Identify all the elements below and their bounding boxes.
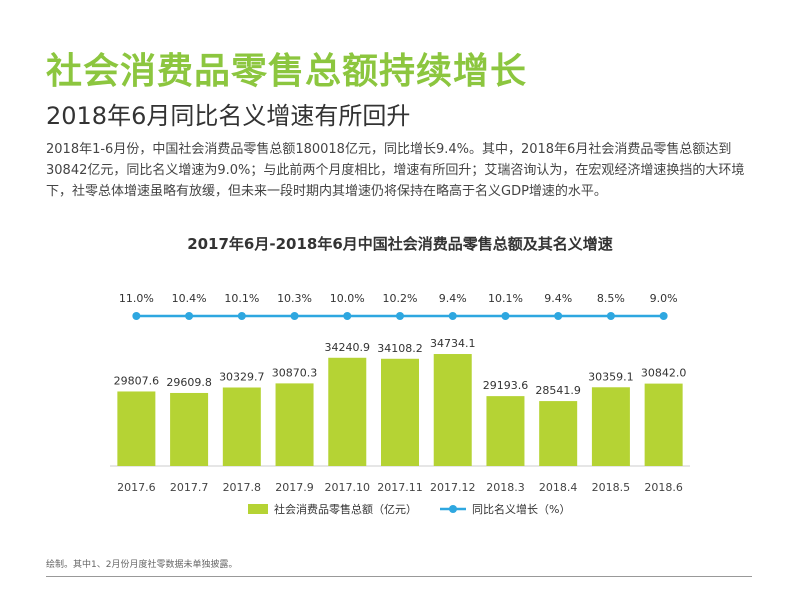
page-subtitle: 2018年6月同比名义增速有所回升 (46, 102, 411, 130)
growth-point (606, 312, 615, 320)
growth-point (554, 312, 563, 320)
growth-point (185, 312, 194, 320)
bar-value-label: 29193.6 (483, 379, 529, 392)
x-tick-label: 2017.12 (430, 481, 476, 494)
x-tick-label: 2017.11 (377, 481, 423, 494)
x-tick-label: 2017.9 (275, 481, 314, 494)
bar (644, 383, 683, 466)
x-tick-label: 2018.4 (539, 481, 578, 494)
bar (222, 387, 261, 466)
x-tick-label: 2018.6 (644, 481, 683, 494)
body-paragraph: 2018年1-6月份，中国社会消费品零售总额180018亿元，同比增长9.4%。… (46, 142, 745, 199)
growth-value-label: 10.0% (330, 292, 365, 305)
bar-value-label: 34240.9 (325, 341, 371, 354)
page-title: 社会消费品零售总额持续增长 (46, 51, 528, 92)
growth-point (132, 312, 141, 320)
bar (328, 357, 367, 466)
growth-point (501, 312, 510, 320)
legend-bar-swatch (248, 504, 268, 514)
bar (117, 391, 156, 466)
x-tick-label: 2017.7 (170, 481, 209, 494)
bar-value-label: 30870.3 (272, 366, 318, 379)
bar (381, 358, 419, 466)
bar (486, 396, 525, 466)
growth-value-label: 9.4% (439, 292, 467, 305)
bar (275, 383, 314, 466)
bar (170, 392, 209, 466)
growth-point (659, 312, 668, 320)
bar (591, 387, 630, 466)
growth-value-label: 9.4% (544, 292, 572, 305)
legend-bar-label: 社会消费品零售总额（亿元） (274, 502, 417, 516)
growth-value-label: 10.1% (224, 292, 259, 305)
footnote: 绘制。其中1、2月份月度社零数据未单独披露。 (46, 560, 238, 570)
growth-value-label: 9.0% (650, 292, 678, 305)
x-tick-label: 2017.6 (117, 481, 156, 494)
legend-line-label: 同比名义增长（%） (472, 502, 570, 516)
growth-point (396, 312, 404, 320)
growth-value-label: 10.4% (172, 292, 207, 305)
bar (433, 354, 472, 466)
growth-point (237, 312, 246, 320)
bar-value-label: 29807.6 (114, 374, 160, 387)
footer-divider (46, 576, 752, 577)
legend-line-marker (449, 505, 457, 513)
x-tick-label: 2018.3 (486, 481, 525, 494)
bar-value-label: 30842.0 (641, 367, 687, 380)
x-tick-label: 2017.10 (325, 481, 371, 494)
bar-value-label: 29609.8 (166, 376, 212, 389)
growth-value-label: 10.1% (488, 292, 523, 305)
bar (539, 401, 578, 466)
growth-value-label: 10.3% (277, 292, 312, 305)
growth-point (290, 312, 299, 320)
bar-value-label: 34108.2 (377, 342, 423, 355)
bar-value-label: 34734.1 (430, 337, 476, 350)
bar-value-label: 30329.7 (219, 370, 265, 383)
growth-point (343, 312, 352, 320)
growth-point (448, 312, 457, 320)
x-tick-label: 2018.5 (592, 481, 631, 494)
bar-value-label: 28541.9 (535, 384, 581, 397)
growth-value-label: 10.2% (383, 292, 418, 305)
growth-value-label: 11.0% (119, 292, 154, 305)
growth-value-label: 8.5% (597, 292, 625, 305)
bar-value-label: 30359.1 (588, 370, 634, 383)
x-tick-label: 2017.8 (223, 481, 262, 494)
chart-title: 2017年6月-2018年6月中国社会消费品零售总额及其名义增速 (187, 235, 613, 253)
